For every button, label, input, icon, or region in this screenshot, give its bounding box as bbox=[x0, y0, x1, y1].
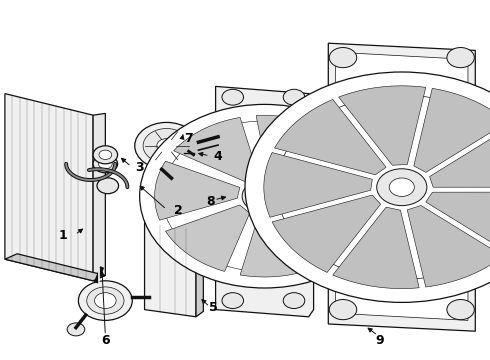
Polygon shape bbox=[173, 117, 259, 182]
Circle shape bbox=[222, 89, 244, 105]
Polygon shape bbox=[162, 211, 184, 229]
Text: 9: 9 bbox=[375, 334, 384, 347]
Polygon shape bbox=[145, 218, 203, 230]
Circle shape bbox=[135, 122, 198, 169]
Polygon shape bbox=[166, 205, 250, 271]
Polygon shape bbox=[93, 113, 105, 281]
Circle shape bbox=[93, 146, 118, 164]
Polygon shape bbox=[5, 94, 93, 281]
Polygon shape bbox=[272, 195, 381, 273]
Polygon shape bbox=[339, 86, 426, 165]
Circle shape bbox=[377, 169, 427, 206]
Circle shape bbox=[242, 180, 287, 213]
Text: 4: 4 bbox=[214, 150, 222, 163]
Circle shape bbox=[99, 150, 112, 159]
Circle shape bbox=[87, 287, 124, 314]
Text: 2: 2 bbox=[174, 204, 183, 217]
Circle shape bbox=[222, 293, 244, 309]
Polygon shape bbox=[145, 223, 196, 317]
Text: 7: 7 bbox=[184, 132, 193, 145]
Polygon shape bbox=[333, 207, 419, 289]
Text: 1: 1 bbox=[58, 229, 67, 242]
Text: 3: 3 bbox=[135, 161, 144, 174]
Circle shape bbox=[93, 155, 118, 173]
Text: 8: 8 bbox=[206, 195, 215, 208]
Circle shape bbox=[447, 300, 474, 320]
Circle shape bbox=[140, 104, 390, 288]
Circle shape bbox=[182, 148, 194, 156]
Polygon shape bbox=[256, 116, 333, 180]
Circle shape bbox=[329, 300, 357, 320]
Circle shape bbox=[329, 48, 357, 68]
Text: 5: 5 bbox=[209, 301, 218, 314]
Circle shape bbox=[67, 323, 85, 336]
Circle shape bbox=[389, 178, 415, 197]
Polygon shape bbox=[336, 52, 468, 320]
Polygon shape bbox=[430, 126, 490, 187]
Polygon shape bbox=[426, 192, 490, 252]
Polygon shape bbox=[196, 225, 203, 317]
Circle shape bbox=[157, 139, 176, 153]
Polygon shape bbox=[216, 86, 314, 317]
Circle shape bbox=[253, 188, 276, 204]
Circle shape bbox=[283, 89, 305, 105]
Polygon shape bbox=[264, 153, 372, 217]
Polygon shape bbox=[414, 88, 490, 172]
Polygon shape bbox=[328, 43, 475, 331]
Circle shape bbox=[98, 159, 112, 169]
Polygon shape bbox=[5, 254, 105, 281]
Polygon shape bbox=[274, 99, 386, 175]
Polygon shape bbox=[155, 161, 240, 220]
Polygon shape bbox=[240, 215, 320, 277]
Polygon shape bbox=[407, 206, 490, 287]
Text: 6: 6 bbox=[101, 334, 110, 347]
Circle shape bbox=[143, 129, 190, 163]
Polygon shape bbox=[282, 203, 373, 259]
Circle shape bbox=[245, 72, 490, 302]
Polygon shape bbox=[288, 141, 374, 196]
Circle shape bbox=[283, 293, 305, 309]
Circle shape bbox=[447, 48, 474, 68]
Circle shape bbox=[78, 281, 132, 320]
Circle shape bbox=[95, 293, 116, 309]
Circle shape bbox=[158, 173, 175, 186]
Circle shape bbox=[97, 178, 119, 194]
